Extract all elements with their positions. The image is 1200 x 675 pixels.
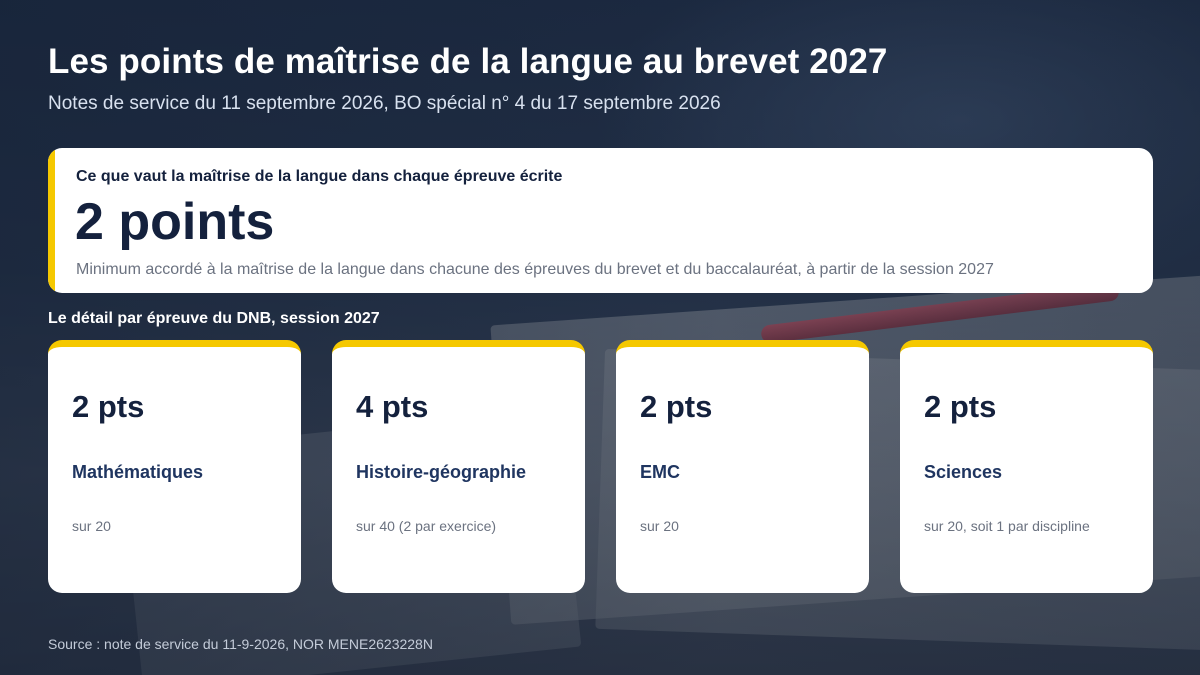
card-histoire-geographie: 4 pts Histoire-géographie sur 40 (2 par … (332, 340, 585, 593)
card-note: sur 20, soit 1 par discipline (924, 518, 1090, 534)
highlight-panel: Ce que vaut la maîtrise de la langue dan… (48, 148, 1153, 293)
highlight-description: Minimum accordé à la maîtrise de la lang… (76, 261, 994, 278)
card-mathematiques: 2 pts Mathématiques sur 20 (48, 340, 301, 593)
highlight-accent-bar (48, 148, 55, 293)
card-subject: EMC (640, 462, 680, 482)
card-points: 4 pts (356, 389, 429, 424)
card-note: sur 20 (72, 518, 111, 534)
card-note: sur 40 (2 par exercice) (356, 518, 497, 534)
highlight-label: Ce que vaut la maîtrise de la langue dan… (76, 168, 563, 185)
card-emc: 2 pts EMC sur 20 (616, 340, 869, 593)
card-points: 2 pts (924, 389, 997, 424)
card-points: 2 pts (72, 389, 145, 424)
card-sciences: 2 pts Sciences sur 20, soit 1 par discip… (900, 340, 1153, 593)
card-subject: Histoire-géographie (356, 462, 527, 482)
card-subject: Mathématiques (72, 462, 204, 482)
page-subtitle: Notes de service du 11 septembre 2026, B… (48, 93, 721, 114)
source-note: Source : note de service du 11-9-2026, N… (48, 636, 433, 652)
card-points: 2 pts (640, 389, 713, 424)
highlight-value: 2 points (75, 193, 275, 251)
card-note: sur 20 (640, 518, 679, 534)
page-title: Les points de maîtrise de la langue au b… (48, 42, 888, 81)
detail-section-label: Le détail par épreuve du DNB, session 20… (48, 310, 380, 327)
card-subject: Sciences (924, 462, 1003, 482)
